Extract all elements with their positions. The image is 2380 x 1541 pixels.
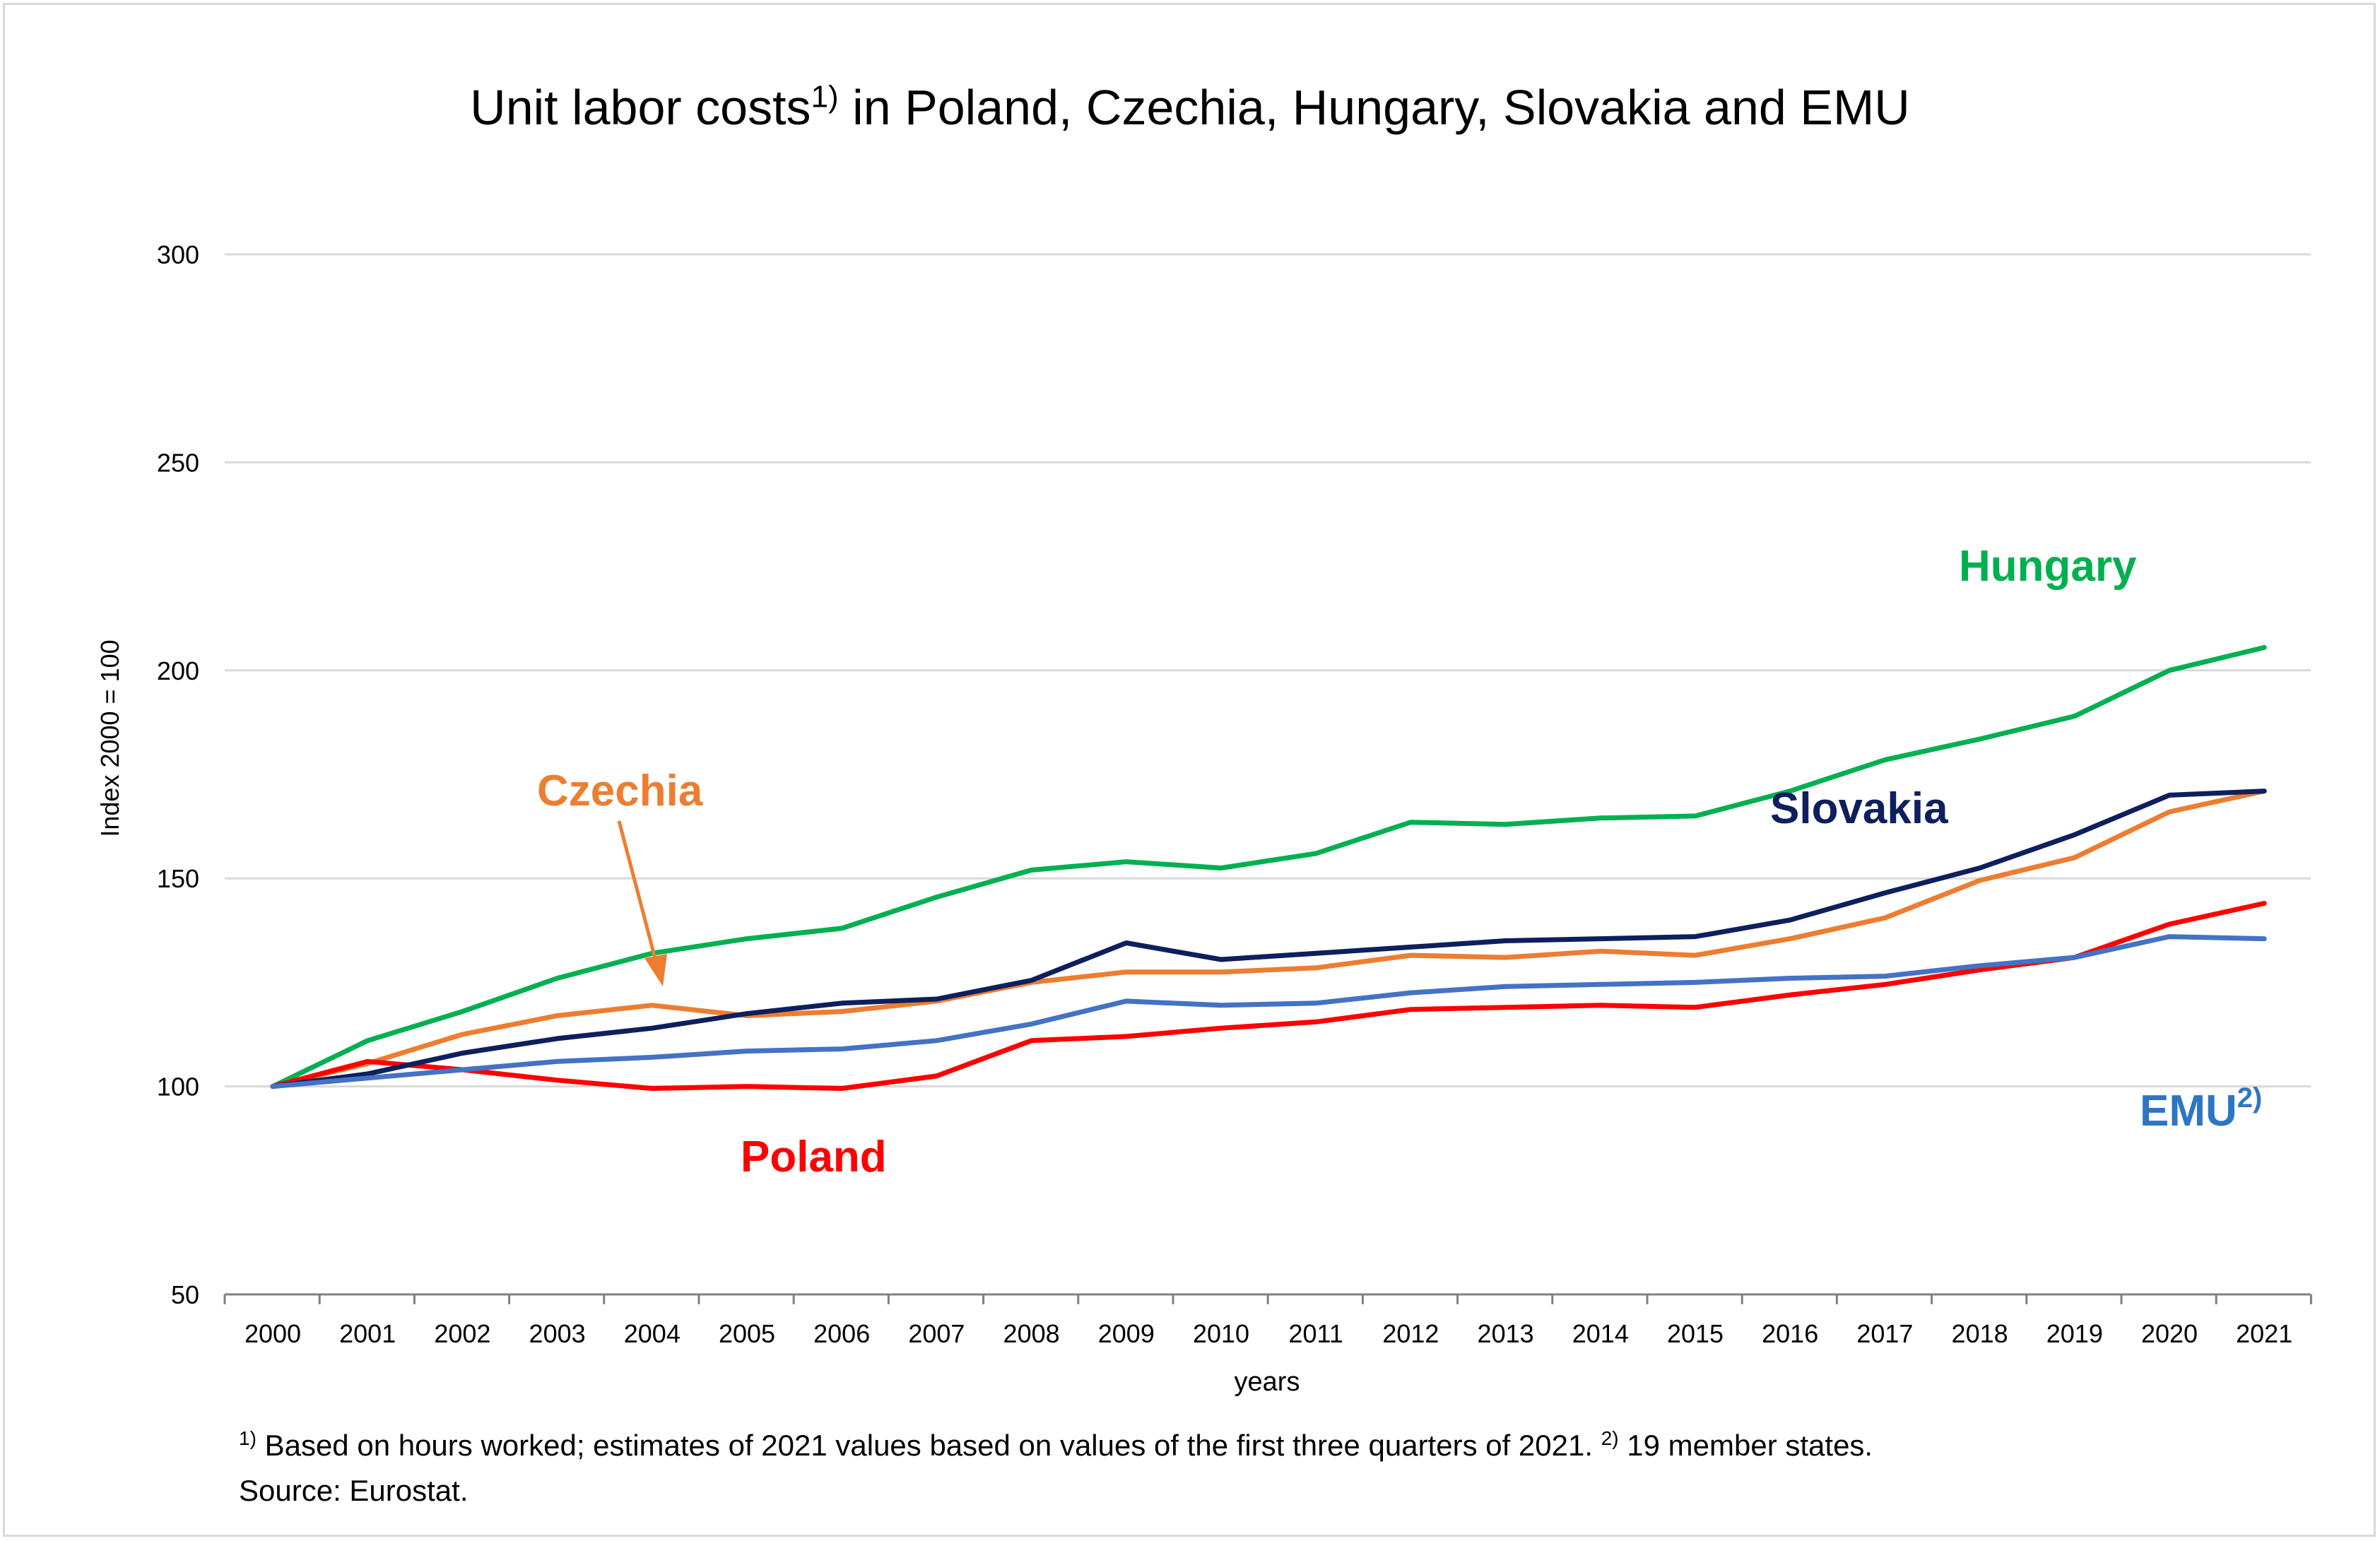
series-label-emu: EMU2) — [2140, 1082, 2262, 1135]
title-footnote-marker: 1) — [811, 79, 839, 114]
x-tick-label-2000: 2000 — [245, 1319, 301, 1348]
y-tick-label-50: 50 — [171, 1280, 199, 1309]
series-label-czechia: Czechia — [537, 767, 703, 815]
x-axis: 2000 2001 2002 2003 2004 2005 2006 2007 2008 2009… — [223, 1293, 2312, 1348]
series-line-hungary — [270, 644, 2267, 1090]
series-lines — [270, 644, 2267, 1091]
footnote-1-marker: 1) — [239, 1427, 257, 1449]
footnote-1-text: Based on hours worked; estimates of 2021… — [256, 1429, 1601, 1462]
y-axis-label: Index 2000 = 100 — [95, 639, 124, 837]
series-label-slovakia: Slovakia — [1770, 784, 1948, 833]
y-tick-label-200: 200 — [157, 656, 199, 685]
gridlines — [225, 253, 2311, 1088]
x-tick-label-2018: 2018 — [1952, 1319, 2008, 1348]
czechia-arrow-shaft — [617, 820, 658, 962]
series-label-poland: Poland — [741, 1133, 887, 1181]
footnote-2-text: 19 member states. — [1618, 1429, 1873, 1462]
y-tick-label-300: 300 — [157, 240, 199, 269]
x-tick-label-2020: 2020 — [2141, 1319, 2198, 1348]
x-axis-label: years — [1235, 1367, 1300, 1397]
y-tick-label-250: 250 — [157, 448, 199, 477]
y-tick-label-100: 100 — [157, 1073, 199, 1102]
y-tick-label-150: 150 — [157, 864, 199, 893]
x-tick-label-2010: 2010 — [1193, 1319, 1249, 1348]
x-tick-label-2017: 2017 — [1856, 1319, 1913, 1348]
x-tick-label-2019: 2019 — [2046, 1319, 2103, 1348]
x-tick-label-2008: 2008 — [1003, 1319, 1060, 1348]
footnote-hours-worked: 1) Based on hours worked; estimates of 2… — [239, 1429, 1873, 1463]
chart-frame — [3, 3, 2376, 1537]
x-tick-label-2003: 2003 — [529, 1319, 586, 1348]
series-line-poland — [270, 901, 2267, 1091]
x-tick-label-2015: 2015 — [1667, 1319, 1724, 1348]
footnote-2-marker: 2) — [1601, 1427, 1619, 1449]
czechia-arrow-head — [644, 954, 667, 986]
series-label-hungary: Hungary — [1959, 542, 2137, 591]
series-line-emu — [270, 934, 2267, 1090]
source-note: Source: Eurostat. — [239, 1474, 469, 1507]
x-tick-label-2011: 2011 — [1288, 1319, 1343, 1348]
x-tick-label-2001: 2001 — [339, 1319, 396, 1348]
x-tick-label-2021: 2021 — [2236, 1319, 2292, 1348]
x-tick-label-2002: 2002 — [434, 1319, 490, 1348]
x-tick-label-2016: 2016 — [1762, 1319, 1818, 1348]
y-axis: 50 100 150 200 250 300 — [157, 240, 199, 1309]
series-line-slovakia — [270, 789, 2267, 1090]
x-tick-label-2007: 2007 — [908, 1319, 965, 1348]
x-tick-label-2013: 2013 — [1478, 1319, 1534, 1348]
x-tick-label-2009: 2009 — [1098, 1319, 1155, 1348]
x-tick-label-2014: 2014 — [1572, 1319, 1629, 1348]
x-tick-label-2005: 2005 — [719, 1319, 775, 1348]
emu-footnote-marker: 2) — [2237, 1082, 2263, 1114]
x-tick-label-2012: 2012 — [1382, 1319, 1439, 1348]
chart-title: Unit labor costs1) in Poland, Czechia, H… — [470, 79, 1910, 135]
x-tick-label-2006: 2006 — [813, 1319, 870, 1348]
series-labels: Hungary Slovakia Czechia Poland EMU2) — [537, 542, 2262, 1181]
series-line-czechia — [270, 789, 2267, 1090]
x-tick-label-2004: 2004 — [624, 1319, 681, 1348]
